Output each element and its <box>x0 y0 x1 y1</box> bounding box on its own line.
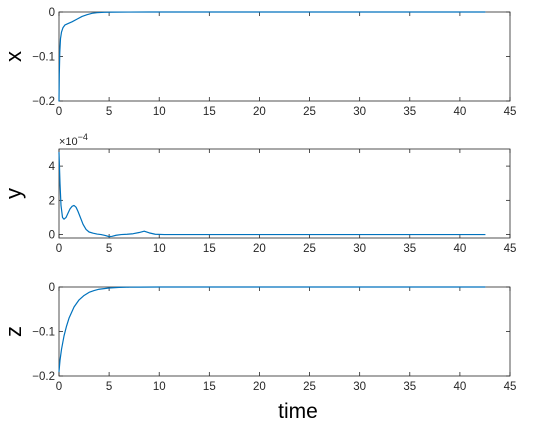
x-tick-label: 35 <box>403 106 416 118</box>
subplot-1: 0 5 10 15 20 25 30 35 40 45 −0.2 −0.1 0 x <box>1 7 516 118</box>
x-tick-label: 25 <box>303 381 316 393</box>
x-tick-label: 20 <box>253 243 266 255</box>
x-tick-label: 10 <box>153 243 166 255</box>
x-tick-label: 25 <box>303 106 316 118</box>
x-tick-label: 15 <box>203 106 216 118</box>
x-tick-label: 35 <box>403 381 416 393</box>
subplot-3: 0 5 10 15 20 25 30 35 40 45 −0.2 −0.1 0 z <box>1 282 516 393</box>
x-tick-label: 10 <box>153 106 166 118</box>
x-tick-label: 30 <box>353 106 366 118</box>
y-tick-label: 4 <box>49 161 56 173</box>
x-tick-label: 0 <box>56 106 62 118</box>
y-tick-label: −0.2 <box>32 371 55 383</box>
x-tick-label: 20 <box>253 106 266 118</box>
x-tick-label: 25 <box>303 243 316 255</box>
x-tick-label: 30 <box>353 381 366 393</box>
series-line-x <box>58 11 486 102</box>
x-tick-label: 40 <box>453 243 466 255</box>
x-tick-label: 5 <box>106 381 112 393</box>
x-tick-label: 5 <box>106 243 112 255</box>
y-tick-label: 0 <box>49 7 55 19</box>
x-tick-label: 40 <box>453 381 466 393</box>
x-tick-label: 45 <box>504 243 517 255</box>
x-tick-label: 35 <box>403 243 416 255</box>
y-tick-label: −0.2 <box>32 96 55 108</box>
x-tick-label: 30 <box>353 243 366 255</box>
x-tick-label: 0 <box>56 243 62 255</box>
y-tick-label: 0 <box>49 282 55 294</box>
y-axis-label: z <box>1 326 26 337</box>
x-tick-label: 15 <box>203 243 216 255</box>
x-tick-label: 20 <box>253 381 266 393</box>
y-axis-label: y <box>1 188 26 199</box>
x-axis-label: time <box>278 400 318 423</box>
y-tick-label: −0.1 <box>32 327 55 339</box>
y-tick-label: 2 <box>49 195 55 207</box>
x-tick-label: 45 <box>504 106 517 118</box>
y-tick-label: −0.1 <box>32 52 55 64</box>
y-axis-label: x <box>1 51 26 62</box>
x-tick-label: 15 <box>203 381 216 393</box>
series-line-z <box>58 286 486 373</box>
x-tick-label: 40 <box>453 106 466 118</box>
y-tick-label: 0 <box>49 230 55 242</box>
x-tick-label: 10 <box>153 381 166 393</box>
x-tick-label: 45 <box>504 381 517 393</box>
series-line-y <box>58 151 486 238</box>
x-tick-label: 0 <box>56 381 62 393</box>
x-tick-label: 5 <box>106 106 112 118</box>
y-exponent-power: −4 <box>78 132 88 142</box>
axes-box <box>58 148 511 239</box>
